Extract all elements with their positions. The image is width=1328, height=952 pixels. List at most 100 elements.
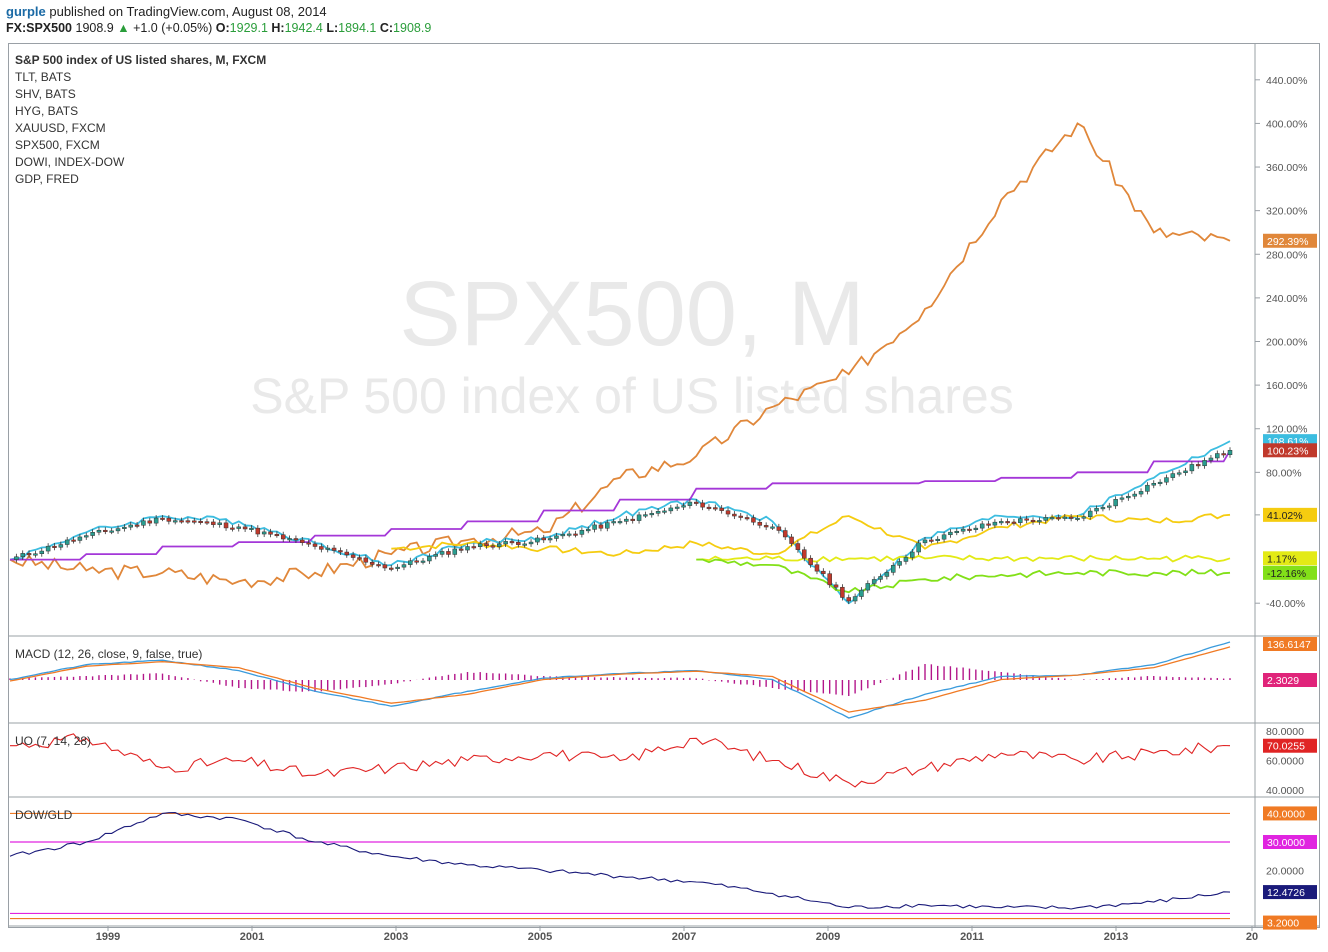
candle-body xyxy=(547,538,553,541)
candle-body xyxy=(147,520,153,524)
candle-body xyxy=(503,541,508,545)
legend-item-tlt[interactable]: TLT, BATS xyxy=(15,70,71,84)
uo-value-tag: 70.0255 xyxy=(1263,738,1317,753)
level-tag-30-text: 30.0000 xyxy=(1267,837,1305,849)
candle-body xyxy=(357,557,362,560)
candle-body xyxy=(992,521,998,526)
candle-body xyxy=(1202,460,1207,467)
candle-body xyxy=(20,553,25,558)
candle-body xyxy=(198,521,203,524)
candle-body xyxy=(1018,518,1023,523)
candle-body xyxy=(871,579,877,584)
candle-body xyxy=(211,521,216,525)
legend-item-hyg[interactable]: HYG, BATS xyxy=(15,104,78,118)
legend-item-gdp[interactable]: GDP, FRED xyxy=(15,172,79,186)
candle-body xyxy=(999,521,1004,524)
candle-body xyxy=(1043,517,1048,521)
candle-body xyxy=(300,539,305,543)
high-value: 1942.4 xyxy=(284,21,323,35)
level-tag-40: 40.0000 xyxy=(1263,806,1317,821)
legend-item-spx500[interactable]: SPX500, FXCM xyxy=(15,138,100,152)
low-value: 1894.1 xyxy=(338,21,377,35)
candle-body xyxy=(1132,493,1137,497)
candle-body xyxy=(643,514,648,517)
candle-body xyxy=(128,524,133,528)
legend-item-dowi[interactable]: DOWI, INDEX-DOW xyxy=(15,155,125,169)
x-tick-label: 2003 xyxy=(384,931,408,943)
candle-body xyxy=(255,527,261,535)
close-value: 1908.9 xyxy=(393,21,432,35)
series-line-tlt xyxy=(391,513,1231,557)
candle-body xyxy=(134,524,140,527)
candle-body xyxy=(497,543,502,547)
candle-body xyxy=(935,538,940,541)
candle-body xyxy=(1094,508,1099,512)
candle-body xyxy=(153,517,159,524)
level-tag-3-bg xyxy=(1263,915,1317,930)
candle-body xyxy=(408,560,413,565)
candle-body xyxy=(465,546,470,551)
candle-body xyxy=(185,520,191,523)
x-tick-label: 2005 xyxy=(528,931,552,943)
last-price: 1908.9 xyxy=(75,21,114,35)
candle-body xyxy=(522,543,527,546)
candle-body xyxy=(1170,473,1176,478)
candle-body xyxy=(1049,517,1055,520)
last-value-tag-bg xyxy=(1263,507,1317,522)
macd-pane-title[interactable]: MACD (12, 26, close, 9, false, true) xyxy=(15,647,202,661)
last-value-tag: 100.23% xyxy=(1263,443,1317,458)
candle-body xyxy=(897,561,902,566)
candle-body xyxy=(516,542,521,545)
legend-item-shv[interactable]: SHV, BATS xyxy=(15,87,76,101)
candle-body xyxy=(141,520,146,526)
candle-body xyxy=(757,521,763,526)
uo-y-tick-label: 80.0000 xyxy=(1266,726,1304,738)
main-y-tick-label: 120.00% xyxy=(1266,424,1307,436)
candle-body xyxy=(852,596,858,602)
candle-body xyxy=(973,527,979,530)
candle-body xyxy=(90,532,95,536)
ohlc-bar: FX:SPX500 1908.9 ▲ +1.0 (+0.05%) O:1929.… xyxy=(6,21,432,35)
candle-body xyxy=(439,551,445,555)
candle-body xyxy=(1164,477,1169,483)
uo-value-tag-text: 70.0255 xyxy=(1267,741,1305,753)
candle-body xyxy=(865,583,871,591)
candle-body xyxy=(910,551,915,558)
chart-frame[interactable] xyxy=(8,43,1320,928)
candle-body xyxy=(1145,484,1150,492)
candle-body xyxy=(719,507,724,511)
level-tag-30: 30.0000 xyxy=(1263,835,1317,849)
candle-body xyxy=(573,533,578,536)
candle-body xyxy=(592,524,597,530)
candle-body xyxy=(1195,464,1201,467)
last-value-tag-bg xyxy=(1263,443,1317,458)
candle-body xyxy=(1087,510,1093,518)
legend-item-main[interactable]: S&P 500 index of US listed shares, M, FX… xyxy=(15,53,266,67)
candle-body xyxy=(230,527,235,530)
candle-body xyxy=(890,565,896,573)
symbol-label: FX:SPX500 xyxy=(6,21,73,35)
level-tag-30-bg xyxy=(1263,835,1317,849)
legend-item-xauusd[interactable]: XAUUSD, FXCM xyxy=(15,121,106,135)
candle-body xyxy=(611,521,616,524)
candle-body xyxy=(1227,450,1233,455)
main-y-tick-label: 280.00% xyxy=(1266,249,1307,261)
candle-body xyxy=(732,513,737,517)
candle-body xyxy=(585,529,591,532)
candle-body xyxy=(833,584,839,588)
dowgld-value-tag-text: 12.4726 xyxy=(1267,887,1305,899)
macd-signal-line xyxy=(9,646,1231,713)
candle-body xyxy=(26,553,32,556)
candle-body xyxy=(535,537,540,543)
candle-body xyxy=(427,556,432,562)
dowgld-pane-title[interactable]: DOW/GLD xyxy=(15,808,73,822)
candle-body xyxy=(694,501,699,504)
uo-value-tag-bg xyxy=(1263,738,1317,753)
candle-body xyxy=(598,524,604,529)
uo-y-tick-label: 60.0000 xyxy=(1266,756,1304,768)
author-link[interactable]: gurple xyxy=(6,4,46,19)
candle-body xyxy=(554,535,559,539)
candle-body xyxy=(96,529,102,533)
uo-pane-title[interactable]: UO (7, 14, 28) xyxy=(15,734,91,748)
